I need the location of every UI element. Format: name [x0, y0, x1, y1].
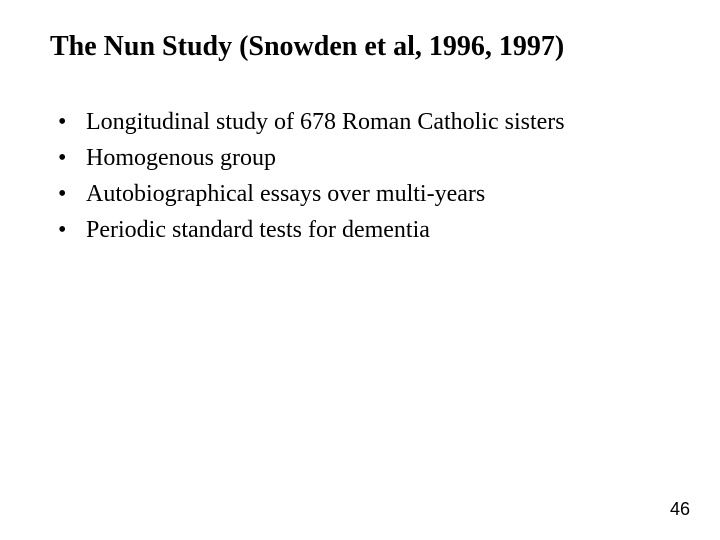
slide-title: The Nun Study (Snowden et al, 1996, 1997…	[50, 30, 670, 64]
bullet-list: Longitudinal study of 678 Roman Catholic…	[50, 104, 670, 248]
list-item: Homogenous group	[58, 140, 670, 176]
list-item: Autobiographical essays over multi-years	[58, 176, 670, 212]
list-item: Longitudinal study of 678 Roman Catholic…	[58, 104, 670, 140]
slide: The Nun Study (Snowden et al, 1996, 1997…	[0, 0, 720, 540]
list-item: Periodic standard tests for dementia	[58, 212, 670, 248]
page-number: 46	[670, 499, 690, 520]
